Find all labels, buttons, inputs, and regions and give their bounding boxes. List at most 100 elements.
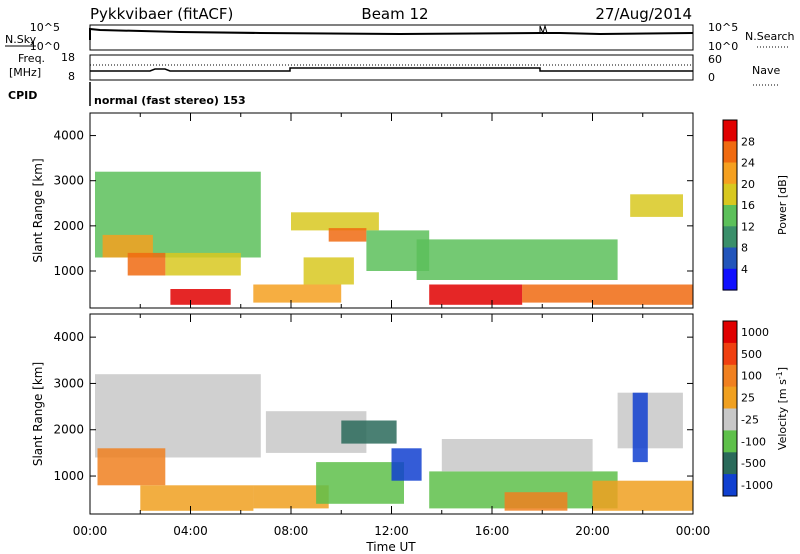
nsky-label: N.Sky [5, 33, 37, 46]
power-region-4 [170, 289, 231, 305]
nsearch-label: N.Search [745, 30, 795, 43]
freq-panel-frame [89, 54, 694, 81]
x-axis-labels: 00:00 04:00 08:00 12:00 16:00 20:00 00:00 [73, 524, 711, 538]
power-region-1 [102, 234, 153, 258]
power-colorbar-tick-2: 12 [741, 220, 755, 233]
noise-tick-right-bottom: 10^0 [708, 40, 738, 53]
velocity-colorbar-seg-2 [723, 364, 737, 388]
power-ytick-label-0: 1000 [53, 264, 84, 278]
power-colorbar-seg-4 [723, 205, 737, 227]
power-region-2 [127, 252, 166, 276]
x-tick-label-0: 00:00 [73, 524, 108, 538]
x-axis-title: Time UT [365, 540, 416, 554]
noise-panel: N.Sky 10^5 10^0 10^5 10^0 N.Search [5, 21, 795, 53]
velocity-region-11 [592, 480, 693, 511]
power-colorbar-seg-1 [723, 141, 737, 164]
velocity-colorbar-label: Velocity [m s-1] [775, 367, 789, 450]
velocity-colorbar-seg-6 [723, 452, 737, 475]
freq-label: Freq. [18, 52, 45, 65]
nave-label: Nave [752, 64, 780, 77]
noise-tick-right-top: 10^5 [708, 21, 738, 34]
velocity-ytick-label-0: 1000 [53, 469, 84, 483]
power-region-8 [253, 284, 342, 303]
velocity-colorbar-tick-2: 100 [741, 370, 762, 383]
power-ytick-label-3: 4000 [53, 129, 84, 143]
velocity-colorbar-label-main: Velocity [m s [776, 379, 789, 450]
radar-title: Pykkvibaer (fitACF) [90, 5, 233, 23]
velocity-colorbar-seg-4 [723, 408, 737, 431]
power-colorbar-label: Power [dB] [776, 175, 789, 235]
noise-spike [539, 24, 548, 35]
velocity-colorbar-tick-1: 500 [741, 348, 762, 361]
power-colorbar-seg-5 [723, 226, 737, 249]
freq-unit-label: [MHz] [9, 66, 41, 79]
velocity-panel: 1000 2000 3000 4000 Slant Range [km] 1000 500 1… [31, 313, 789, 515]
power-ylabel: Slant Range [km] [31, 158, 45, 262]
velocity-colorbar-seg-1 [723, 342, 737, 366]
x-tick-label-2: 08:00 [274, 524, 309, 538]
power-colorbar-seg-2 [723, 162, 737, 185]
velocity-colorbar-seg-3 [723, 386, 737, 409]
power-panel: 1000 2000 3000 4000 Slant Range [km] 4 8 12 16 20… [31, 112, 789, 309]
power-colorbar-tick-4: 20 [741, 178, 755, 191]
power-colorbar-frame [722, 119, 738, 291]
power-region-11 [429, 284, 523, 305]
x-tick-label-6: 00:00 [676, 524, 711, 538]
velocity-colorbar-tick-4: -25 [741, 413, 759, 426]
x-tick-label-1: 04:00 [173, 524, 208, 538]
cpid-label: CPID [8, 89, 37, 102]
power-ytick-label-1: 2000 [53, 219, 84, 233]
power-colorbar-seg-7 [723, 268, 737, 291]
x-tick-label-5: 20:00 [575, 524, 610, 538]
velocity-region-0 [95, 374, 261, 458]
velocity-region-5 [316, 462, 404, 504]
velocity-colorbar-tick-0: 1000 [741, 326, 769, 339]
velocity-colorbar-frame [722, 320, 738, 497]
velocity-ytick-label-1: 2000 [53, 423, 84, 437]
freq-line [90, 67, 693, 72]
noise-sky-line [89, 27, 694, 40]
freq-panel: Freq. [MHz] 18 8 60 0 Nave [9, 51, 780, 86]
velocity-region-4 [253, 485, 329, 509]
velocity-region-13 [632, 392, 648, 463]
cpid-text: normal (fast stereo) 153 [94, 94, 246, 107]
power-colorbar-tick-3: 16 [741, 199, 755, 212]
velocity-ytick-label-2: 3000 [53, 376, 84, 390]
freq-tick-bottom: 8 [68, 70, 75, 83]
power-colorbar-tick-0: 4 [741, 263, 748, 276]
power-region-10 [416, 239, 618, 280]
velocity-ytick-label-3: 4000 [53, 330, 84, 344]
freq-tick-top: 18 [61, 51, 75, 64]
x-tick-label-4: 16:00 [475, 524, 510, 538]
velocity-colorbar-tick-3: 25 [741, 392, 755, 405]
power-region-5 [291, 212, 379, 231]
velocity-ylabel: Slant Range [km] [31, 362, 45, 466]
velocity-colorbar-tick-7: -1000 [741, 479, 773, 492]
velocity-region-10 [504, 492, 568, 511]
velocity-region-2 [140, 485, 254, 511]
nave-tick-bottom: 0 [708, 71, 715, 84]
power-colorbar-tick-5: 24 [741, 157, 755, 170]
x-tick-label-3: 12:00 [374, 524, 409, 538]
power-ytick-label-2: 3000 [53, 174, 84, 188]
power-colorbar-seg-6 [723, 247, 737, 270]
velocity-colorbar-label-end: ] [776, 367, 789, 371]
power-region-7 [303, 257, 354, 285]
velocity-colorbar-seg-7 [723, 474, 737, 497]
power-region-14 [630, 194, 683, 217]
power-colorbar-tick-6: 28 [741, 135, 755, 148]
velocity-colorbar-seg-5 [723, 430, 737, 453]
nave-tick-top: 60 [708, 53, 722, 66]
noise-tick-left-top: 10^5 [30, 21, 60, 34]
velocity-colorbar-tick-6: -500 [741, 457, 766, 470]
power-region-12 [522, 284, 593, 303]
velocity-colorbar-tick-5: -100 [741, 435, 766, 448]
power-region-6 [328, 228, 367, 242]
date-title: 27/Aug/2014 [595, 5, 692, 23]
velocity-colorbar-label-sup: -1 [775, 371, 784, 379]
power-data-layer [95, 171, 693, 305]
velocity-region-9 [441, 439, 593, 472]
power-region-3 [165, 252, 241, 276]
velocity-colorbar-seg-0 [723, 321, 737, 344]
noise-panel-frame [89, 24, 694, 51]
